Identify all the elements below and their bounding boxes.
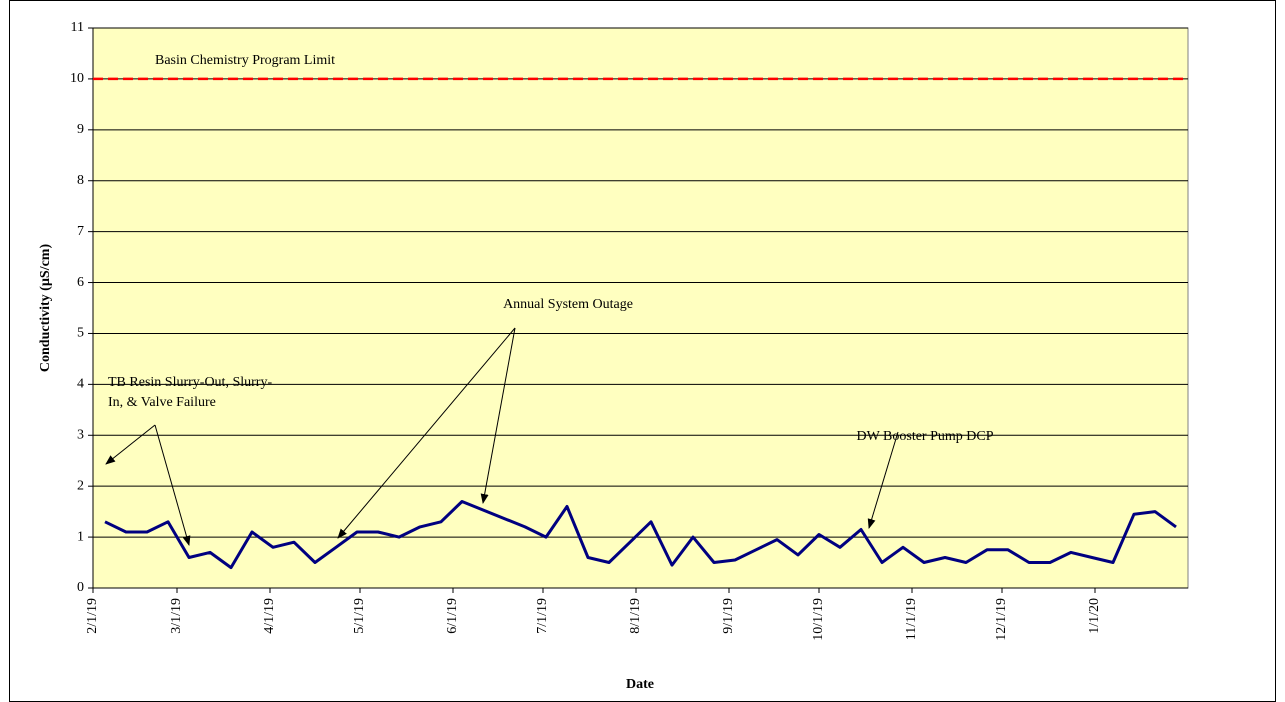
x-tick-label: 10/1/19 (811, 598, 826, 641)
x-tick-label: 3/1/19 (169, 598, 184, 634)
x-tick-label: 12/1/19 (994, 598, 1009, 641)
y-tick-label: 4 (77, 377, 84, 392)
annotation: Annual System Outage (503, 297, 633, 312)
y-tick-label: 7 (77, 224, 84, 239)
y-tick-label: 3 (77, 427, 84, 442)
y-tick-label: 10 (70, 71, 84, 86)
y-tick-label: 8 (77, 173, 84, 188)
x-tick-label: 5/1/19 (352, 598, 367, 634)
x-tick-label: 9/1/19 (721, 598, 736, 634)
annotation: In, & Valve Failure (108, 395, 216, 410)
y-axis-label: Conductivity (µS/cm) (38, 244, 53, 373)
y-tick-label: 0 (77, 580, 84, 595)
plot-area (92, 27, 1189, 589)
plot-layer: 0 1 2 3 4 5 6 7 8 9 10 11 2/1/19 3/1/19 4/1/19 5/1/19 6/… (70, 20, 1188, 641)
y-tick-label: 11 (71, 20, 84, 35)
data-line (104, 500, 1177, 570)
x-tick-label: 2/1/19 (85, 598, 100, 634)
x-tick-label: 4/1/19 (262, 598, 277, 634)
annotation-arrow (154, 424, 191, 546)
reference-label: Basin Chemistry Program Limit (155, 53, 335, 68)
annotation-arrow (867, 431, 899, 529)
x-tick-label: 7/1/19 (535, 598, 550, 634)
y-tick-label: 9 (77, 122, 84, 137)
y-tick-label: 5 (77, 326, 84, 341)
annotation-arrow (337, 327, 516, 539)
x-axis-label: Date (626, 677, 654, 692)
y-tick-label: 2 (77, 478, 84, 493)
annotation: DW Booster Pump DCP (856, 429, 993, 444)
x-tick-label: 11/1/19 (904, 598, 919, 640)
x-tick-label: 8/1/19 (628, 598, 643, 634)
y-tick-label: 6 (77, 275, 84, 290)
annotation-arrow (105, 424, 156, 465)
y-tick-label: 1 (77, 529, 84, 544)
annotation: TB Resin Slurry-Out, Slurry- (108, 375, 272, 390)
annotation-arrow (480, 327, 516, 504)
x-tick-label: 1/1/20 (1087, 598, 1102, 634)
x-tick-label: 6/1/19 (445, 598, 460, 634)
